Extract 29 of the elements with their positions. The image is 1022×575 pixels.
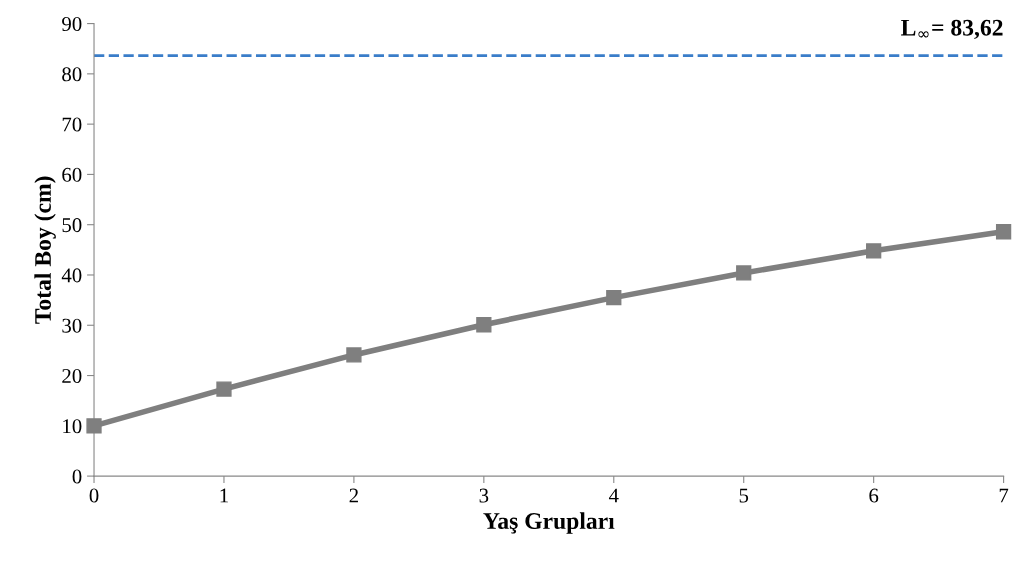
point [476, 317, 492, 333]
y-tick-label: 50 [62, 218, 82, 233]
point [216, 381, 232, 397]
x-tick-label: 2 [349, 488, 358, 503]
y-tick-label: 10 [63, 419, 82, 434]
point [86, 418, 102, 434]
y-tick-label: 60 [62, 167, 82, 182]
x-tick-label: 3 [479, 488, 489, 503]
x-tick-label: 6 [869, 488, 879, 503]
point [736, 265, 752, 281]
point [866, 243, 882, 259]
x-tick-label: 1 [220, 488, 228, 503]
point [606, 289, 622, 306]
y-tick-label: 20 [62, 368, 82, 383]
ref-line-label: L$_{∞}$= 83,62 [901, 19, 1003, 40]
x-tick-label: 7 [999, 488, 1009, 503]
x-tick-label: 0 [89, 488, 99, 503]
x-axis-title: Yaş Grupları [483, 512, 615, 534]
point [995, 224, 1012, 240]
x-tick-label: 4 [608, 488, 619, 503]
y-tick-label: 80 [62, 67, 82, 82]
y-tick-label: 90 [62, 16, 82, 32]
y-axis-title: Total Boy (cm) [34, 176, 56, 324]
y-tick-label: 0 [72, 469, 82, 484]
point [346, 347, 362, 363]
y-tick-label: 40 [61, 268, 82, 283]
y-tick-label: 70 [62, 117, 82, 132]
y-tick-label: 30 [62, 318, 82, 333]
x-tick-label: 5 [739, 488, 749, 503]
